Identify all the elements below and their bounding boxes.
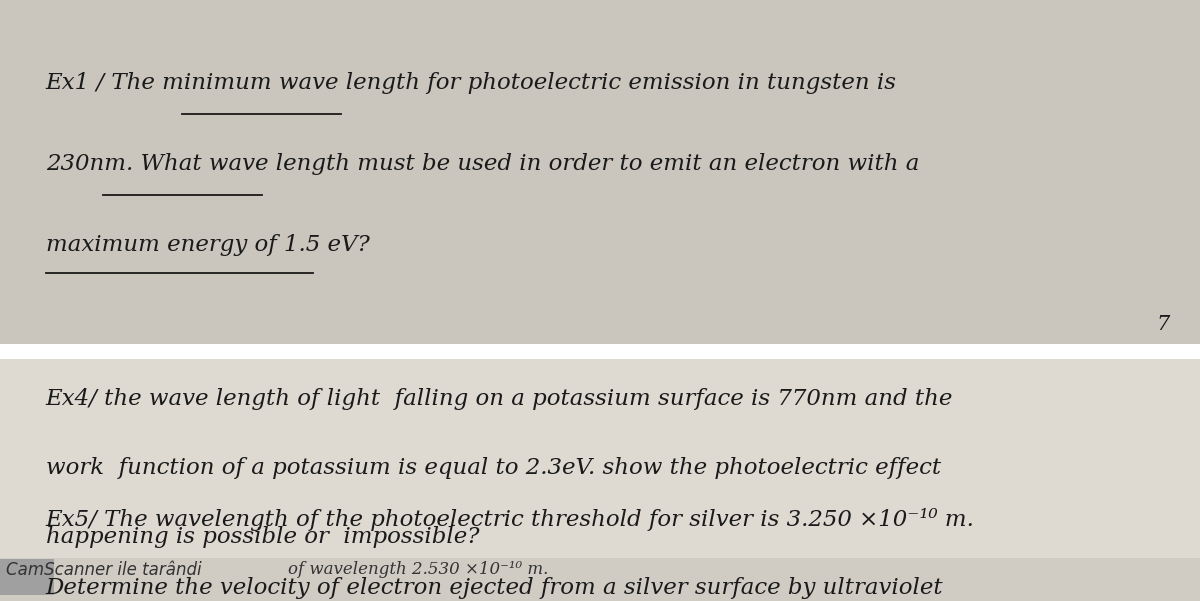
Bar (0, 558, 1200, 601)
Bar (0, 352, 1200, 601)
Text: 7: 7 (1157, 314, 1170, 334)
Text: happening is possible or  impossible?: happening is possible or impossible? (46, 526, 479, 548)
Text: CamScanner ile tarândi: CamScanner ile tarândi (6, 561, 202, 579)
Text: maximum energy of 1.5 eV?: maximum energy of 1.5 eV? (46, 234, 370, 257)
Bar (0, 559, 54, 595)
Text: Ex1 / The minimum wave length for photoelectric emission in tungsten is: Ex1 / The minimum wave length for photoe… (46, 72, 896, 94)
Text: work  function of a potassium is equal to 2.3eV. show the photoelectric effect: work function of a potassium is equal to… (46, 457, 941, 479)
Text: Determine the velocity of electron ejected from a silver surface by ultraviolet: Determine the velocity of electron eject… (46, 577, 943, 599)
Text: 230nm. What wave length must be used in order to emit an electron with a: 230nm. What wave length must be used in … (46, 153, 919, 175)
Text: Ex4/ the wave length of light  falling on a potassium surface is 770nm and the: Ex4/ the wave length of light falling on… (46, 388, 953, 410)
Bar (0, 0, 1200, 352)
Bar (0, 344, 1200, 359)
Text: of wavelength 2.530 ×10⁻¹⁰ m.: of wavelength 2.530 ×10⁻¹⁰ m. (288, 561, 548, 578)
Text: Ex5/ The wavelength of the photoelectric threshold for silver is 3.250 ×10⁻¹⁰ m.: Ex5/ The wavelength of the photoelectric… (46, 508, 974, 531)
